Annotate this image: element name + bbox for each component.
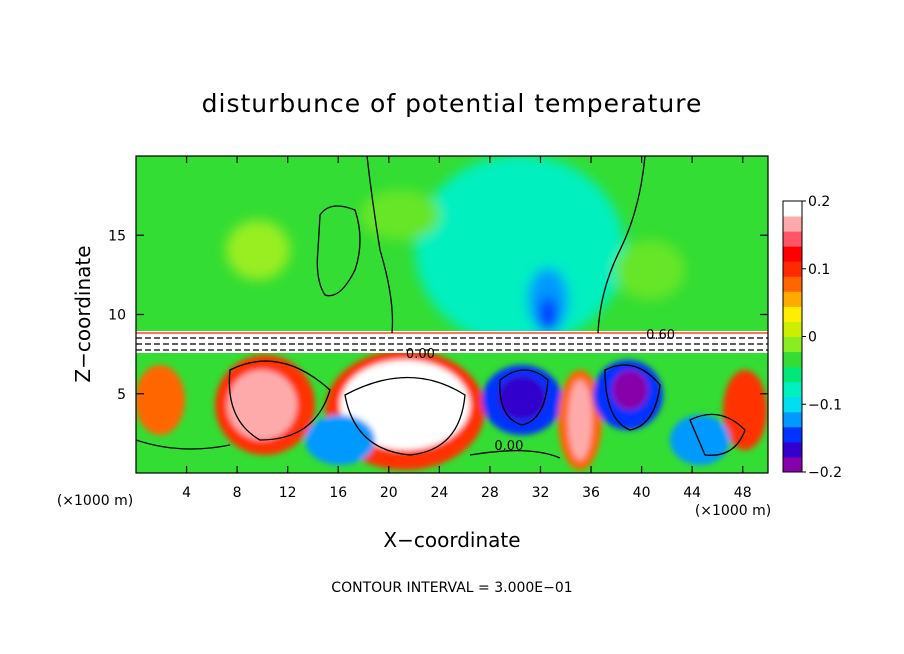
colorbar-swatch [783, 231, 802, 247]
x-tick-label: 28 [481, 485, 499, 501]
colorbar-swatch [783, 441, 802, 458]
warm-eddy [723, 370, 767, 450]
colorbar-swatch [783, 396, 802, 413]
contour-label: 0.60 [646, 328, 675, 343]
contour-interval-note: CONTOUR INTERVAL = 3.000E−01 [331, 580, 572, 596]
chart-title: disturbunce of potential temperature [202, 89, 703, 118]
colorbar-swatch [783, 291, 802, 307]
contour-label: 0.00 [406, 347, 435, 362]
x-tick-label: 48 [734, 485, 752, 501]
warm-eddy-core [568, 380, 592, 460]
x-tick-label: 44 [683, 485, 701, 501]
y-tick-label: 5 [117, 387, 126, 403]
x-axis-label: X−coordinate [383, 528, 520, 552]
warm-eddy-core [227, 370, 297, 440]
x-tick-label: 24 [430, 485, 448, 501]
cool-eddy [305, 415, 375, 465]
cool-eddy-core [612, 370, 648, 410]
colorbar-swatch [783, 201, 802, 217]
x-tick-label: 12 [279, 485, 297, 501]
y-axis-label: Z−coordinate [71, 245, 95, 382]
cool-eddy [670, 415, 730, 465]
x-tick-label: 40 [633, 485, 651, 501]
colorbar-swatch [783, 336, 802, 353]
x-tick-label: 20 [380, 485, 398, 501]
colorbar-swatch [783, 411, 802, 428]
colorbar-swatch [783, 216, 802, 232]
light-green-patch [360, 190, 440, 240]
y-tick-label: 10 [108, 308, 126, 324]
x-axis: 4 8 12 16 20 24 28 32 36 40 44 48 [182, 156, 752, 501]
colorbar-swatch [783, 321, 802, 337]
colorbar-swatch [783, 366, 802, 383]
colorbar-tick-label: 0.1 [808, 262, 830, 278]
plot-field [136, 156, 768, 473]
x-tick-label: 16 [329, 485, 347, 501]
colorbar-swatch [783, 276, 802, 292]
colorbar-tick-label: 0 [808, 330, 817, 346]
light-green-patch [615, 240, 685, 300]
colorbar-tick-label: −0.2 [808, 465, 842, 481]
colorbar-tick-label: −0.1 [808, 397, 842, 413]
cyan-plume [415, 156, 625, 345]
colorbar-swatch [783, 381, 802, 398]
cool-eddy-core [498, 376, 546, 420]
colorbar: 0.2 0.1 0 −0.1 −0.2 [782, 194, 842, 481]
y-tick-label: 15 [108, 228, 126, 244]
colorbar-swatch [783, 246, 802, 262]
colorbar-swatch [783, 351, 802, 368]
colorbar-swatch [783, 456, 802, 473]
colorbar-swatch [783, 261, 802, 277]
x-unit-right: (×1000 m) [695, 503, 771, 519]
contour-label: 0.00 [494, 439, 523, 454]
colorbar-tick-label: 0.2 [808, 194, 830, 210]
light-green-patch [226, 220, 290, 280]
contour-labels: 0.60 0.00 0.00 [406, 328, 675, 454]
colorbar-swatch [783, 426, 802, 443]
x-unit-left: (×1000 m) [57, 493, 133, 509]
x-tick-label: 4 [182, 485, 191, 501]
y-axis: 5 10 15 [108, 228, 768, 403]
x-tick-label: 36 [582, 485, 600, 501]
blue-plume-core [539, 297, 557, 333]
inversion-band [136, 331, 768, 353]
warm-eddy [136, 365, 185, 435]
colorbar-swatch [783, 306, 802, 322]
x-tick-label: 32 [532, 485, 550, 501]
contour-lines [136, 156, 768, 459]
x-tick-label: 8 [233, 485, 242, 501]
